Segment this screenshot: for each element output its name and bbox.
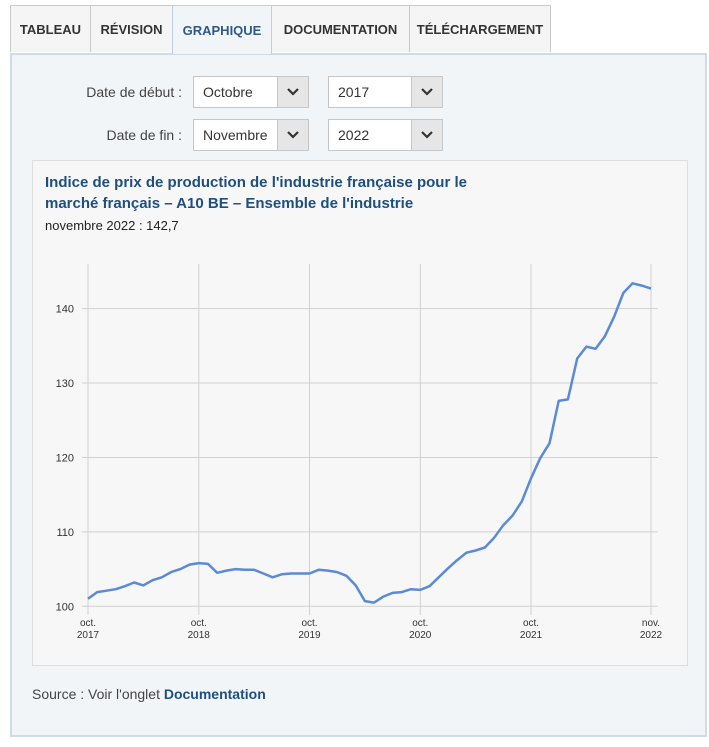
source-prefix: Source : Voir l'onglet — [32, 686, 164, 702]
end-year-value: 2022 — [338, 127, 370, 143]
tab-telechargement[interactable]: TÉLÉCHARGEMENT — [409, 5, 551, 52]
tab-documentation[interactable]: DOCUMENTATION — [271, 5, 410, 52]
start-month-value: Octobre — [203, 84, 253, 100]
x-tick-label: 2018 — [188, 630, 211, 641]
y-tick-label: 120 — [56, 452, 74, 464]
x-tick-label: 2017 — [77, 630, 100, 641]
start-year-select[interactable]: 2017 — [328, 76, 443, 108]
chart-title-line-1: Indice de prix de production de l'indust… — [45, 174, 467, 191]
chart-subtitle: novembre 2022 : 142,7 — [45, 218, 179, 233]
chart-container: Indice de prix de production de l'indust… — [32, 160, 688, 666]
tab-graphique[interactable]: GRAPHIQUE — [172, 5, 272, 54]
x-tick-label: oct. — [412, 618, 428, 629]
x-tick-label: 2020 — [409, 630, 432, 641]
x-tick-label: nov. — [642, 618, 660, 629]
chart-title: Indice de prix de production de l'indust… — [45, 172, 565, 214]
x-tick-label: oct. — [523, 618, 539, 629]
tab-tableau[interactable]: TABLEAU — [10, 5, 91, 52]
tab-revision[interactable]: RÉVISION — [90, 5, 173, 52]
x-tick-label: 2021 — [520, 630, 543, 641]
line-chart: 100110120130140oct.2017oct.2018oct.2019o… — [56, 264, 663, 641]
x-tick-label: oct. — [301, 618, 317, 629]
chevron-down-icon — [277, 120, 308, 150]
start-year-value: 2017 — [338, 84, 370, 100]
x-tick-label: 2022 — [640, 630, 663, 641]
y-tick-label: 110 — [56, 527, 74, 539]
y-tick-label: 130 — [56, 378, 74, 390]
x-tick-label: oct. — [191, 618, 207, 629]
x-tick-label: oct. — [80, 618, 96, 629]
chevron-down-icon — [277, 77, 308, 107]
start-month-select[interactable]: Octobre — [193, 76, 309, 108]
series-line — [87, 282, 652, 604]
documentation-link[interactable]: Documentation — [163, 686, 266, 702]
chevron-down-icon — [411, 77, 442, 107]
end-year-select[interactable]: 2022 — [328, 119, 443, 151]
x-tick-label: 2019 — [298, 630, 321, 641]
start-date-label: Date de début : — [86, 84, 182, 100]
end-month-select[interactable]: Novembre — [193, 119, 309, 151]
source-note: Source : Voir l'onglet Documentation — [32, 686, 266, 702]
tab-bar: TABLEAU RÉVISION GRAPHIQUE DOCUMENTATION… — [10, 5, 551, 54]
y-tick-label: 100 — [56, 601, 74, 613]
chart-title-line-2: marché français – A10 BE – Ensemble de l… — [45, 195, 414, 212]
y-tick-label: 140 — [56, 304, 74, 316]
chevron-down-icon — [411, 120, 442, 150]
end-date-label: Date de fin : — [106, 127, 183, 143]
end-month-value: Novembre — [203, 127, 268, 143]
